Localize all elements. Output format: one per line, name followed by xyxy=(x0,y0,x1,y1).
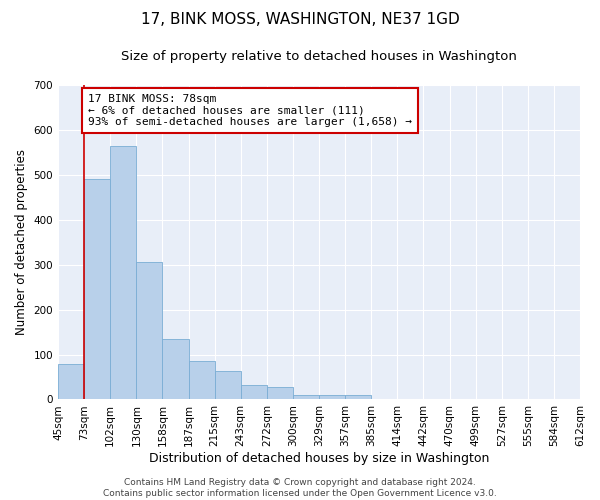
Bar xyxy=(345,395,371,400)
Title: Size of property relative to detached houses in Washington: Size of property relative to detached ho… xyxy=(121,50,517,63)
X-axis label: Distribution of detached houses by size in Washington: Distribution of detached houses by size … xyxy=(149,452,489,465)
Bar xyxy=(188,362,215,400)
Bar xyxy=(163,339,188,400)
Text: 17 BINK MOSS: 78sqm
← 6% of detached houses are smaller (111)
93% of semi-detach: 17 BINK MOSS: 78sqm ← 6% of detached hou… xyxy=(88,94,412,127)
Bar xyxy=(136,262,163,400)
Bar xyxy=(319,395,345,400)
Bar xyxy=(58,364,84,400)
Text: 17, BINK MOSS, WASHINGTON, NE37 1GD: 17, BINK MOSS, WASHINGTON, NE37 1GD xyxy=(140,12,460,28)
Bar xyxy=(110,146,136,400)
Bar xyxy=(215,371,241,400)
Bar xyxy=(293,395,319,400)
Text: Contains HM Land Registry data © Crown copyright and database right 2024.
Contai: Contains HM Land Registry data © Crown c… xyxy=(103,478,497,498)
Bar xyxy=(267,388,293,400)
Bar xyxy=(84,180,110,400)
Bar xyxy=(241,385,267,400)
Y-axis label: Number of detached properties: Number of detached properties xyxy=(15,149,28,335)
